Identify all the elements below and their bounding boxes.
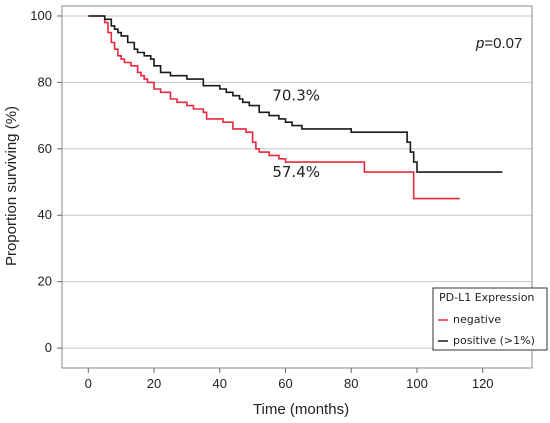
x-tick-label-0: 0	[85, 376, 92, 391]
legend: PD-L1 Expression negative positive (>1%)	[432, 287, 548, 351]
y-tick-label-20: 20	[38, 274, 52, 289]
legend-box	[432, 287, 548, 351]
series-layer	[88, 15, 503, 200]
x-tick-label-60: 60	[278, 376, 292, 391]
plot-frame	[61, 5, 533, 369]
axes: 0 20 40 60 80 100 0 20 40 60 80 100 120	[30, 8, 493, 391]
y-tick-label-60: 60	[38, 141, 52, 156]
x-axis-title: Time (months)	[253, 401, 349, 418]
x-tick-label-20: 20	[147, 376, 161, 391]
y-axis-title: Proportion surviving (%)	[3, 106, 20, 266]
p-value-number: =0.07	[484, 35, 522, 52]
x-tick-label-120: 120	[472, 376, 494, 391]
legend-title: PD-L1 Expression	[439, 291, 534, 304]
x-tick-label-40: 40	[213, 376, 227, 391]
y-tick-label-100: 100	[30, 8, 52, 23]
legend-label-negative: negative	[453, 313, 501, 326]
y-tick-label-80: 80	[38, 74, 52, 89]
x-tick-label-100: 100	[406, 376, 428, 391]
p-value-symbol: p	[475, 35, 484, 52]
series-line-negative	[88, 15, 460, 200]
annotation-positive-rate: 70.3%	[272, 87, 320, 105]
y-tick-label-40: 40	[38, 207, 52, 222]
x-tick-label-80: 80	[344, 376, 358, 391]
annotation-negative-rate: 57.4%	[272, 163, 320, 181]
legend-label-positive: positive (>1%)	[453, 334, 535, 347]
series-line-positive	[88, 15, 503, 173]
p-value: p=0.07	[475, 35, 522, 52]
y-tick-label-0: 0	[45, 340, 52, 355]
